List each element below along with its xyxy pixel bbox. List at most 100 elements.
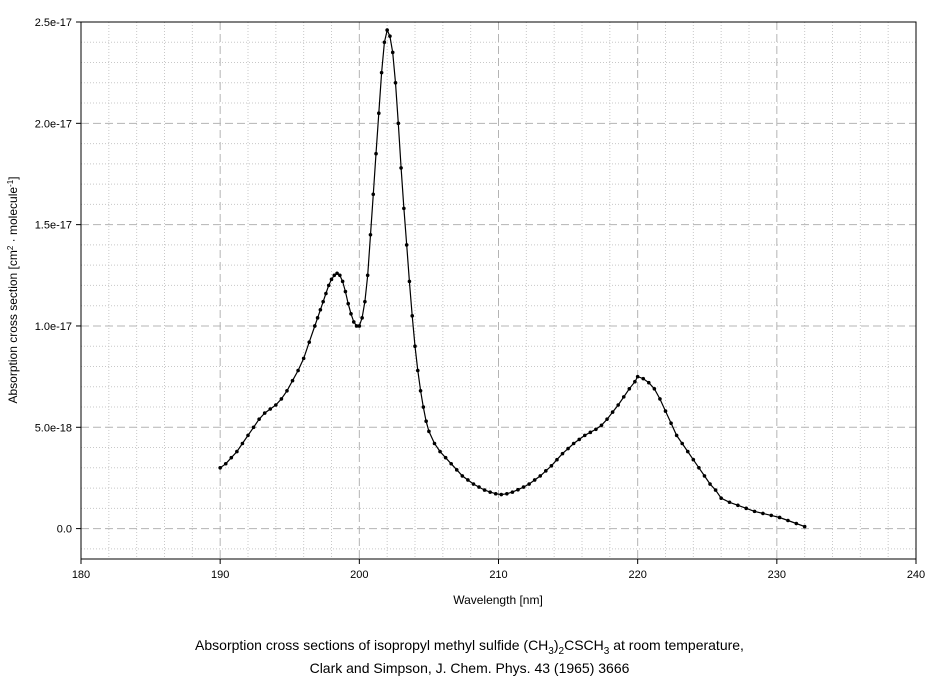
data-point (488, 490, 492, 494)
data-point (605, 417, 609, 421)
data-point (346, 301, 351, 306)
data-point (321, 299, 325, 304)
data-point (571, 441, 576, 446)
data-point (315, 316, 320, 320)
data-point (268, 407, 273, 411)
data-point (218, 466, 222, 470)
data-point (621, 395, 626, 399)
data-point (432, 441, 437, 446)
data-point (719, 496, 723, 501)
data-point (466, 478, 470, 482)
y-tick-label: 0.0 (57, 524, 72, 536)
data-point (379, 70, 384, 75)
data-point (354, 324, 359, 328)
data-point (521, 485, 526, 489)
data-point (713, 488, 718, 492)
data-point (685, 449, 690, 454)
y-tick-label: 1.0e-17 (35, 321, 72, 333)
data-point (510, 490, 515, 494)
data-point (424, 419, 428, 424)
data-point (599, 423, 604, 428)
data-point (680, 441, 684, 446)
data-point (274, 403, 278, 407)
data-point (290, 378, 295, 383)
data-point (326, 283, 331, 288)
data-point (229, 455, 234, 460)
data-point (438, 449, 442, 454)
data-point (633, 379, 637, 384)
data-point (324, 291, 328, 296)
data-point (761, 511, 765, 516)
data-point (393, 80, 398, 85)
data-point (235, 449, 239, 454)
x-tick-label: 190 (211, 569, 229, 581)
data-point (702, 474, 707, 478)
y-axis-ticks: 0.0 5.0e-18 1.0e-17 1.5e-17 2.0e-17 2.5e-17 (35, 17, 81, 536)
x-axis-ticks: 180 190 200 210 220 230 240 (72, 559, 925, 581)
data-point (396, 121, 401, 126)
data-point (313, 324, 317, 328)
data-point (340, 279, 345, 284)
data-point (532, 478, 537, 482)
data-point (357, 324, 362, 328)
data-point (301, 356, 306, 361)
data-point (360, 316, 364, 320)
y-tick-label: 2.0e-17 (35, 118, 72, 130)
data-point (652, 386, 657, 391)
data-point (549, 463, 554, 468)
data-point (577, 437, 582, 442)
x-axis-title: Wavelength [nm] (453, 593, 543, 607)
data-point (399, 166, 403, 170)
data-point (365, 273, 370, 278)
x-tick-label: 230 (768, 569, 786, 581)
data-point (318, 307, 323, 312)
data-point (427, 429, 431, 434)
data-point (285, 389, 289, 393)
data-point (223, 461, 228, 466)
data-point (332, 273, 337, 278)
data-point (410, 314, 415, 318)
data-point (794, 521, 799, 526)
data-point (338, 273, 342, 278)
data-point (240, 441, 245, 446)
data-point (377, 111, 381, 115)
chart-caption-line-1: Absorption cross sections of isopropyl m… (195, 637, 744, 657)
data-point (610, 410, 615, 414)
data-point (390, 50, 395, 55)
data-point (471, 482, 476, 486)
x-tick-label: 200 (350, 569, 368, 581)
chart: 0.0 5.0e-18 1.0e-17 1.5e-17 2.0e-17 2.5e-17 1… (6, 17, 926, 607)
series-group (218, 28, 807, 529)
data-point (744, 506, 749, 511)
data-point (477, 485, 481, 489)
data-point (802, 524, 807, 529)
x-tick-label: 210 (489, 569, 507, 581)
data-point (493, 491, 498, 496)
data-point (382, 40, 387, 45)
data-point (627, 386, 632, 391)
data-point (374, 151, 378, 156)
data-point (594, 427, 598, 432)
data-point (647, 380, 651, 385)
data-point (544, 469, 548, 473)
data-point (736, 503, 740, 508)
data-point (635, 374, 640, 379)
data-point (388, 34, 392, 38)
data-point (482, 488, 487, 492)
data-point (697, 466, 701, 470)
data-point (257, 417, 261, 421)
data-point (752, 509, 757, 514)
chart-caption-line-2: Clark and Simpson, J. Chem. Phys. 43 (19… (309, 660, 630, 676)
data-point (343, 289, 348, 294)
data-point (402, 206, 406, 211)
data-point (418, 389, 423, 393)
x-tick-label: 180 (72, 569, 90, 581)
data-point (786, 518, 790, 523)
data-point (335, 271, 339, 276)
data-point (262, 411, 267, 415)
data-point (460, 474, 465, 478)
x-tick-label: 240 (907, 569, 925, 581)
data-point (329, 277, 334, 282)
data-point (505, 491, 509, 496)
data-point (307, 340, 312, 344)
